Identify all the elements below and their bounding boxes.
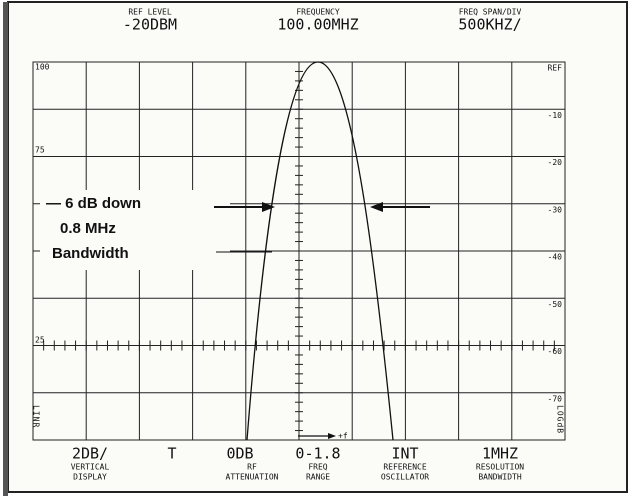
setting-label: OSCILLATOR: [381, 473, 429, 482]
left-mode: LINR: [32, 405, 41, 428]
right-scale-label: REF: [548, 64, 563, 73]
setting-label: RESOLUTION: [476, 463, 524, 472]
setting-label: RANGE: [306, 473, 330, 482]
annotation: 0.8 MHz: [60, 220, 116, 237]
setting-label: RF: [247, 463, 257, 472]
arrowhead: [262, 202, 275, 212]
right-scale-label: -40: [548, 253, 563, 262]
right-mode: LOGdB: [556, 405, 565, 434]
left-scale: 25: [35, 336, 45, 345]
right-scale-label: -10: [548, 111, 563, 120]
header-label: FREQ SPAN/DIV: [459, 8, 522, 17]
header-value: -20DBM: [123, 16, 177, 34]
annotation: Bandwidth: [52, 245, 129, 262]
setting-value: 0-1.8: [295, 445, 340, 463]
setting-label: ATTENUATION: [226, 473, 279, 482]
header-value: 500KHZ/: [458, 16, 521, 34]
setting-value: INT: [391, 445, 418, 463]
setting-label: BANDWIDTH: [478, 473, 522, 482]
right-scale-label: -30: [548, 205, 563, 214]
annotation-bg: [40, 190, 230, 270]
arrowhead: [370, 202, 383, 212]
setting-label: FREQ: [308, 463, 327, 472]
setting-value: 2DB/: [72, 445, 108, 463]
header-label: REF LEVEL: [128, 8, 172, 17]
grid-lines: [33, 62, 565, 440]
setting-label: DISPLAY: [73, 473, 107, 482]
right-scale-label: -70: [548, 394, 563, 403]
f-label: +f: [338, 432, 348, 441]
setting-label: REFERENCE: [383, 463, 427, 472]
header-value: 100.00MHZ: [277, 16, 358, 34]
signal-trace: [246, 61, 394, 441]
setting-label: VERTICAL: [71, 463, 110, 472]
right-scale-label: -20: [548, 158, 563, 167]
left-scale: 75: [35, 146, 45, 155]
left-scale: 100: [35, 63, 50, 72]
right-scale-label: -60: [548, 347, 563, 356]
frame-edge: [3, 2, 8, 496]
right-scale: REF -10 -20 -30 -40 -50 -60 -70: [548, 64, 563, 404]
arrowhead: [328, 433, 336, 439]
header-label: FREQUENCY: [296, 8, 340, 17]
right-scale-label: -50: [548, 300, 563, 309]
graticule: [32, 61, 566, 441]
setting-value: 1MHZ: [482, 445, 518, 463]
setting-value: 0DB: [226, 445, 253, 463]
annotation: — 6 dB down: [46, 195, 141, 212]
setting-value: T: [167, 445, 176, 463]
